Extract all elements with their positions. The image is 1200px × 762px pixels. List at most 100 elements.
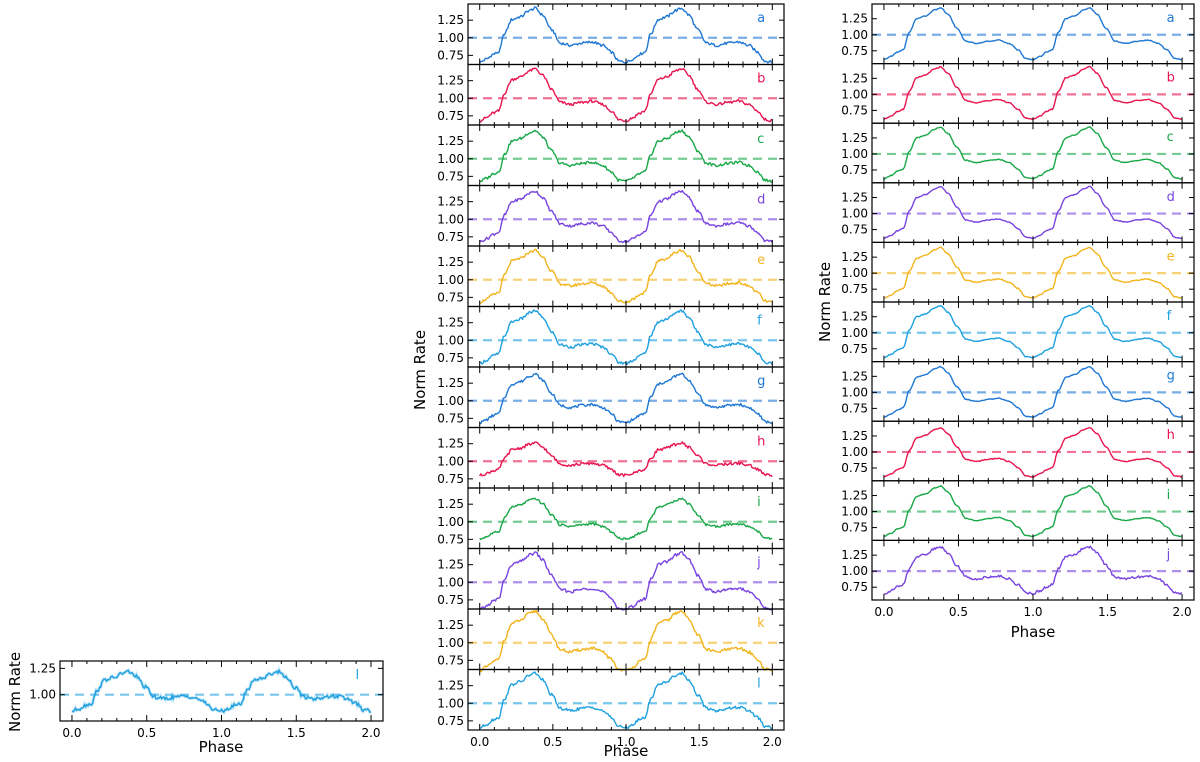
panel-i: 0.75 1.00 1.25 i [437, 487, 785, 550]
panel-label-k: k [757, 616, 765, 631]
y-tick-label: 0.75 [841, 580, 868, 594]
panel-b: 0.75 1.00 1.25 b [437, 63, 785, 126]
y-tick-label: 1.00 [437, 394, 464, 408]
y-tick-label: 1.00 [437, 91, 464, 105]
y-tick-label: 1.00 [841, 326, 868, 340]
y-tick-label: 0.75 [437, 532, 464, 546]
x-tick-label: 1.0 [616, 735, 635, 749]
x-tick-label: 1.5 [1098, 605, 1117, 619]
panel-label-b: b [1167, 71, 1175, 86]
series-line-g [883, 365, 1183, 419]
x-tick-label: 0.5 [543, 735, 562, 749]
panel-a: 0.75 1.00 1.25 a [437, 3, 785, 66]
y-tick-label: 0.75 [841, 401, 868, 415]
x-axis-title: Phase [1011, 623, 1056, 641]
panel-label-b: b [757, 72, 765, 87]
y-tick-label: 0.75 [841, 342, 868, 356]
panel-frame-g [467, 366, 785, 429]
panel-label-c: c [1167, 130, 1174, 145]
panel-label-f: f [1167, 309, 1172, 324]
panel-label-e: e [757, 253, 765, 268]
y-tick-label: 0.75 [437, 714, 464, 728]
panel-frame-j [467, 547, 785, 610]
series-line-c [479, 129, 773, 183]
panel-frame-c [467, 124, 785, 187]
y-tick-label: 1.25 [841, 489, 868, 503]
y-tick-label: 0.75 [841, 461, 868, 475]
panel-b: 0.75 1.00 1.25 b [841, 62, 1195, 124]
y-axis-title: Norm Rate [6, 652, 24, 732]
panel-j: 0.75 1.00 1.25 j [437, 547, 785, 612]
y-tick-label: 0.75 [437, 653, 464, 667]
y-tick-label: 1.25 [841, 369, 868, 383]
series-line-f [883, 304, 1183, 359]
middle-chart-stack: 0.75 1.00 1.25 a 0.75 1.00 1.25 b 0.75 1.00 1.25 c 0… [411, 3, 785, 760]
y-tick-label: 1.25 [437, 74, 464, 88]
series-line-e [479, 248, 773, 305]
panel-label-e: e [1167, 249, 1175, 264]
y-tick-label: 1.25 [841, 71, 868, 85]
y-tick-label: 1.00 [841, 266, 868, 280]
y-tick-label: 1.25 [841, 310, 868, 324]
x-tick-label: 0.5 [949, 605, 968, 619]
panel-frame-f [467, 305, 785, 368]
series-line-d [479, 190, 773, 244]
panel-label-l: l [757, 677, 761, 692]
y-tick-label: 0.75 [841, 282, 868, 296]
y-tick-label: 1.00 [437, 31, 464, 45]
panel-frame-l [467, 668, 785, 731]
panel-e: 0.75 1.00 1.25 e [437, 245, 785, 308]
x-tick-label: 0.5 [137, 726, 156, 740]
y-tick-label: 1.00 [841, 564, 868, 578]
right-chart-stack: 0.751.001.25 a0.751.001.25 b0.751.001.25 c0… [816, 3, 1195, 641]
x-tick-label: 2.0 [763, 735, 782, 749]
y-tick-label: 1.00 [841, 28, 868, 42]
y-tick-label: 0.75 [437, 411, 464, 425]
series-line-k [479, 609, 773, 673]
y-tick-label: 1.25 [437, 316, 464, 330]
y-tick-label: 1.00 [437, 454, 464, 468]
panel-frame-a [467, 3, 785, 66]
series-line-g [479, 372, 773, 425]
y-tick-label: 1.25 [437, 618, 464, 632]
x-tick-label: 1.5 [690, 735, 709, 749]
panel-label-j: j [756, 556, 761, 571]
x-tick-label: 0.0 [470, 735, 489, 749]
y-tick-label: 0.75 [437, 48, 464, 62]
panel-g: 0.75 1.00 1.25 g [841, 361, 1195, 422]
y-tick-label: 0.75 [437, 472, 464, 486]
panel-i: 0.75 1.00 1.25 i [841, 480, 1195, 541]
y-tick-label: 0.75 [437, 593, 464, 607]
panel-label-f: f [757, 314, 762, 329]
y-tick-label: 0.75 [841, 44, 868, 58]
series-line-l [71, 669, 372, 713]
series-line-l [479, 671, 773, 730]
panel-frame-e [467, 245, 785, 308]
panel-label-g: g [757, 374, 765, 389]
panel-d: 0.75 1.00 1.25 d [437, 184, 785, 247]
panel-label-i: i [757, 495, 761, 510]
x-tick-label: 0.0 [62, 726, 81, 740]
y-tick-label: 1.00 [841, 385, 868, 399]
y-tick-label: 1.25 [841, 131, 868, 145]
series-line-b [883, 65, 1183, 120]
panel-label-i: i [1167, 488, 1171, 503]
y-tick-label: 1.00 [437, 575, 464, 589]
series-line-h [883, 426, 1183, 478]
panel-label-c: c [757, 132, 764, 147]
y-tick-label: 1.00 [437, 636, 464, 650]
panel-j: 0.75 1.00 1.25 j [841, 539, 1195, 601]
y-tick-label: 1.00 [29, 688, 56, 702]
panel-label-j: j [1166, 547, 1171, 562]
y-tick-label: 0.75 [437, 351, 464, 365]
y-tick-label: 1.25 [437, 497, 464, 511]
left-chart: 1.00 1.25 l 0.0 0.5 1.0 1.5 2.0 Phase Norm Rate [6, 652, 384, 756]
y-tick-label: 1.00 [437, 152, 464, 166]
series-line-f [479, 309, 773, 366]
panel-h: 0.75 1.00 1.25 h [437, 426, 785, 489]
panel-label-a: a [757, 11, 765, 26]
panel-frame-b [467, 63, 785, 126]
y-tick-label: 1.00 [437, 333, 464, 347]
x-tick-label: 2.0 [361, 726, 380, 740]
x-tick-label: 2.0 [1173, 605, 1192, 619]
